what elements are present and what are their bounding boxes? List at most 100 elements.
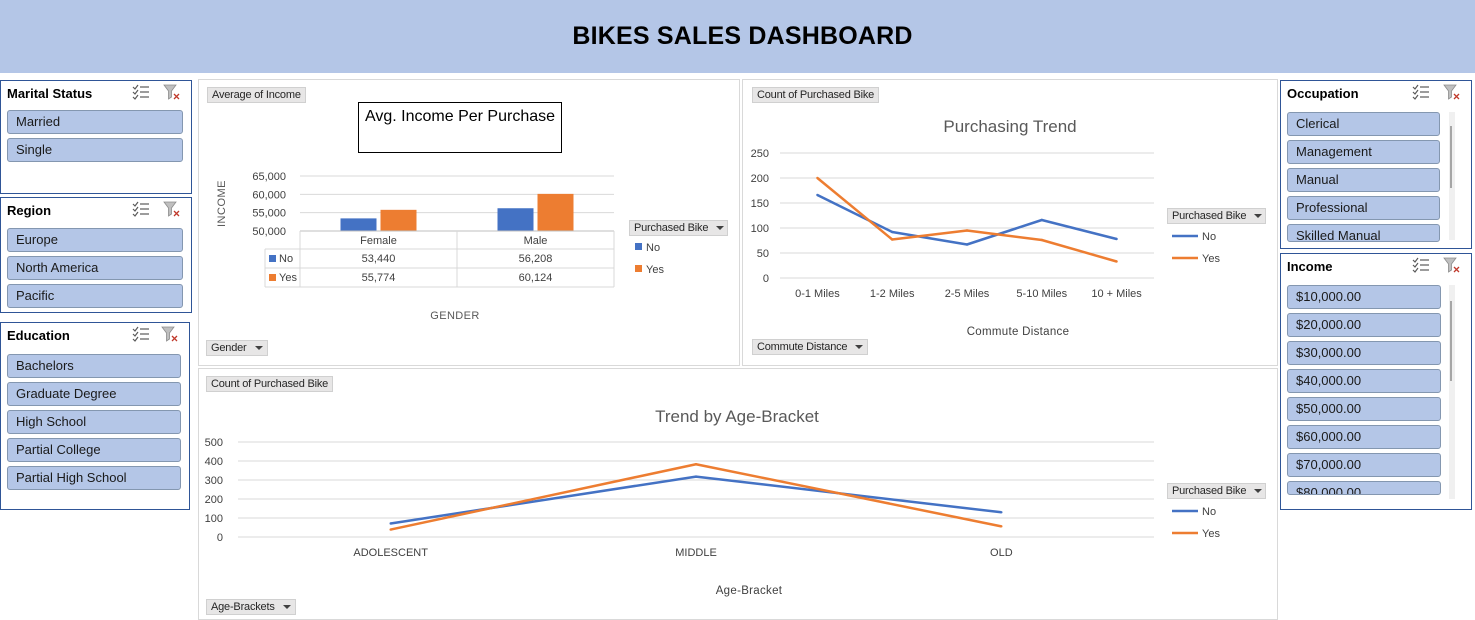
- slicer-header: Income: [1281, 254, 1471, 280]
- multi-select-icon[interactable]: [132, 326, 150, 342]
- legend-label-yes: Yes: [646, 264, 664, 276]
- slicer-item-list: Married Single: [7, 110, 183, 170]
- field-button-label: Age-Brackets: [211, 601, 275, 613]
- data-label: 55,774: [362, 272, 396, 284]
- x-tick-label: MIDDLE: [675, 547, 717, 559]
- slicer-title: Income: [1287, 259, 1333, 274]
- slicer-marital-status[interactable]: Marital Status Married Single: [0, 80, 192, 194]
- field-button-count-purchased-age[interactable]: Count of Purchased Bike: [206, 376, 334, 392]
- panel-age-bracket: [198, 368, 1278, 620]
- slicer-scrollbar[interactable]: [1449, 112, 1455, 240]
- field-button-label: Commute Distance: [757, 341, 848, 353]
- slicer-education[interactable]: Education Bachelors Graduate Degree High Sc…: [0, 322, 190, 510]
- slicer-item[interactable]: High School: [7, 410, 181, 434]
- slicer-item[interactable]: $30,000.00: [1287, 341, 1441, 365]
- slicer-item[interactable]: Partial High School: [7, 466, 181, 490]
- field-button-label: Gender: [211, 342, 247, 354]
- scrollbar-thumb[interactable]: [1450, 126, 1452, 188]
- data-point-no: [694, 475, 698, 478]
- x-tick-label: 1-2 Miles: [870, 288, 915, 300]
- field-button-purchased-bike-commute[interactable]: Purchased Bike: [1167, 208, 1266, 224]
- field-button-purchased-bike-gender[interactable]: Purchased Bike: [629, 220, 728, 236]
- x-tick-label: Male: [524, 235, 548, 247]
- slicer-scrollbar[interactable]: [1449, 285, 1455, 499]
- y-tick-label: 50: [757, 248, 769, 260]
- slicer-item[interactable]: Manual: [1287, 168, 1440, 192]
- field-button-label: Average of Income: [212, 89, 301, 101]
- slicer-item[interactable]: Clerical: [1287, 112, 1440, 136]
- x-axis-title: GENDER: [430, 310, 479, 322]
- multi-select-icon[interactable]: [1412, 84, 1430, 100]
- slicer-region[interactable]: Region Europe North America Pacific: [0, 197, 192, 313]
- data-table-series-label: No: [279, 253, 293, 265]
- data-label: 53,440: [362, 253, 396, 265]
- slicer-header: Occupation: [1281, 81, 1471, 107]
- slicer-item[interactable]: $50,000.00: [1287, 397, 1441, 421]
- field-button-average-income[interactable]: Average of Income: [207, 87, 306, 103]
- clear-filter-icon[interactable]: [163, 201, 181, 217]
- slicer-income[interactable]: Income $10,000.00 $20,000.00 $30,000.00 $40,…: [1280, 253, 1472, 510]
- clear-filter-icon[interactable]: [1443, 84, 1461, 100]
- data-point-no: [965, 243, 969, 246]
- clear-filter-icon[interactable]: [163, 84, 181, 100]
- data-point-no: [891, 230, 894, 234]
- field-button-count-purchased-commute[interactable]: Count of Purchased Bike: [752, 87, 880, 103]
- field-button-age-brackets[interactable]: Age-Brackets: [206, 599, 296, 615]
- data-point-yes: [1115, 260, 1118, 263]
- clear-filter-icon[interactable]: [161, 326, 179, 342]
- legend-swatch-yes: [635, 265, 642, 272]
- slicer-item[interactable]: $60,000.00: [1287, 425, 1441, 449]
- slicer-item[interactable]: Single: [7, 138, 183, 162]
- slicer-item[interactable]: Married: [7, 110, 183, 134]
- dropdown-arrow-icon: [254, 346, 263, 351]
- data-table-key-no: [269, 255, 276, 262]
- y-tick-label: 150: [751, 198, 769, 210]
- slicer-item[interactable]: Pacific: [7, 284, 183, 308]
- y-axis-title: INCOME: [216, 180, 228, 227]
- chart-title: Trend by Age-Bracket: [655, 407, 819, 426]
- slicer-item[interactable]: Management: [1287, 140, 1440, 164]
- field-button-gender[interactable]: Gender: [206, 340, 268, 356]
- y-tick-label: 100: [751, 223, 769, 235]
- field-button-commute-distance[interactable]: Commute Distance: [752, 339, 869, 355]
- slicer-item[interactable]: Professional: [1287, 196, 1440, 220]
- legend-label-no: No: [646, 242, 660, 254]
- slicer-item[interactable]: $70,000.00: [1287, 453, 1441, 477]
- x-axis-title: Commute Distance: [967, 326, 1070, 338]
- multi-select-icon[interactable]: [132, 84, 150, 100]
- slicer-item[interactable]: $80,000.00: [1287, 481, 1441, 495]
- x-tick-label: 0-1 Miles: [795, 288, 840, 300]
- slicer-item[interactable]: Bachelors: [7, 354, 181, 378]
- slicer-item[interactable]: $40,000.00: [1287, 369, 1441, 393]
- field-button-purchased-bike-age[interactable]: Purchased Bike: [1167, 483, 1266, 499]
- y-tick-label: 60,000: [252, 189, 286, 201]
- slicer-header: Region: [1, 198, 191, 224]
- slicer-item[interactable]: $20,000.00: [1287, 313, 1441, 337]
- legend-swatch-no: [635, 243, 642, 250]
- data-point-yes: [389, 528, 392, 531]
- series-line-yes: [816, 177, 1117, 263]
- slicer-title: Occupation: [1287, 86, 1359, 101]
- legend-label-no: No: [1202, 231, 1216, 243]
- slicer-item[interactable]: Partial College: [7, 438, 181, 462]
- chart-avg-income-per-purchase: 50,000 55,000 60,000 65,000 INCOME Female Male…: [216, 171, 664, 322]
- clear-filter-icon[interactable]: [1443, 257, 1461, 273]
- slicer-item[interactable]: North America: [7, 256, 183, 280]
- bar-no-male: [497, 208, 534, 231]
- series-line-yes: [390, 462, 1002, 531]
- x-tick-label: Female: [360, 235, 397, 247]
- slicer-item[interactable]: Graduate Degree: [7, 382, 181, 406]
- slicer-item-list: $10,000.00 $20,000.00 $30,000.00 $40,000.00…: [1287, 285, 1441, 501]
- slicer-item[interactable]: Skilled Manual: [1287, 224, 1440, 242]
- y-tick-label: 200: [205, 494, 223, 506]
- multi-select-icon[interactable]: [1412, 257, 1430, 273]
- slicer-item[interactable]: $10,000.00: [1287, 285, 1441, 309]
- series-line-no: [816, 193, 1117, 246]
- data-table-key-yes: [269, 274, 276, 281]
- slicer-item[interactable]: Europe: [7, 228, 183, 252]
- multi-select-icon[interactable]: [132, 201, 150, 217]
- bar-no-female: [340, 218, 377, 231]
- slicer-header: Education: [1, 323, 189, 349]
- scrollbar-thumb[interactable]: [1450, 301, 1452, 381]
- slicer-occupation[interactable]: Occupation Clerical Management Manual Profes…: [1280, 80, 1472, 249]
